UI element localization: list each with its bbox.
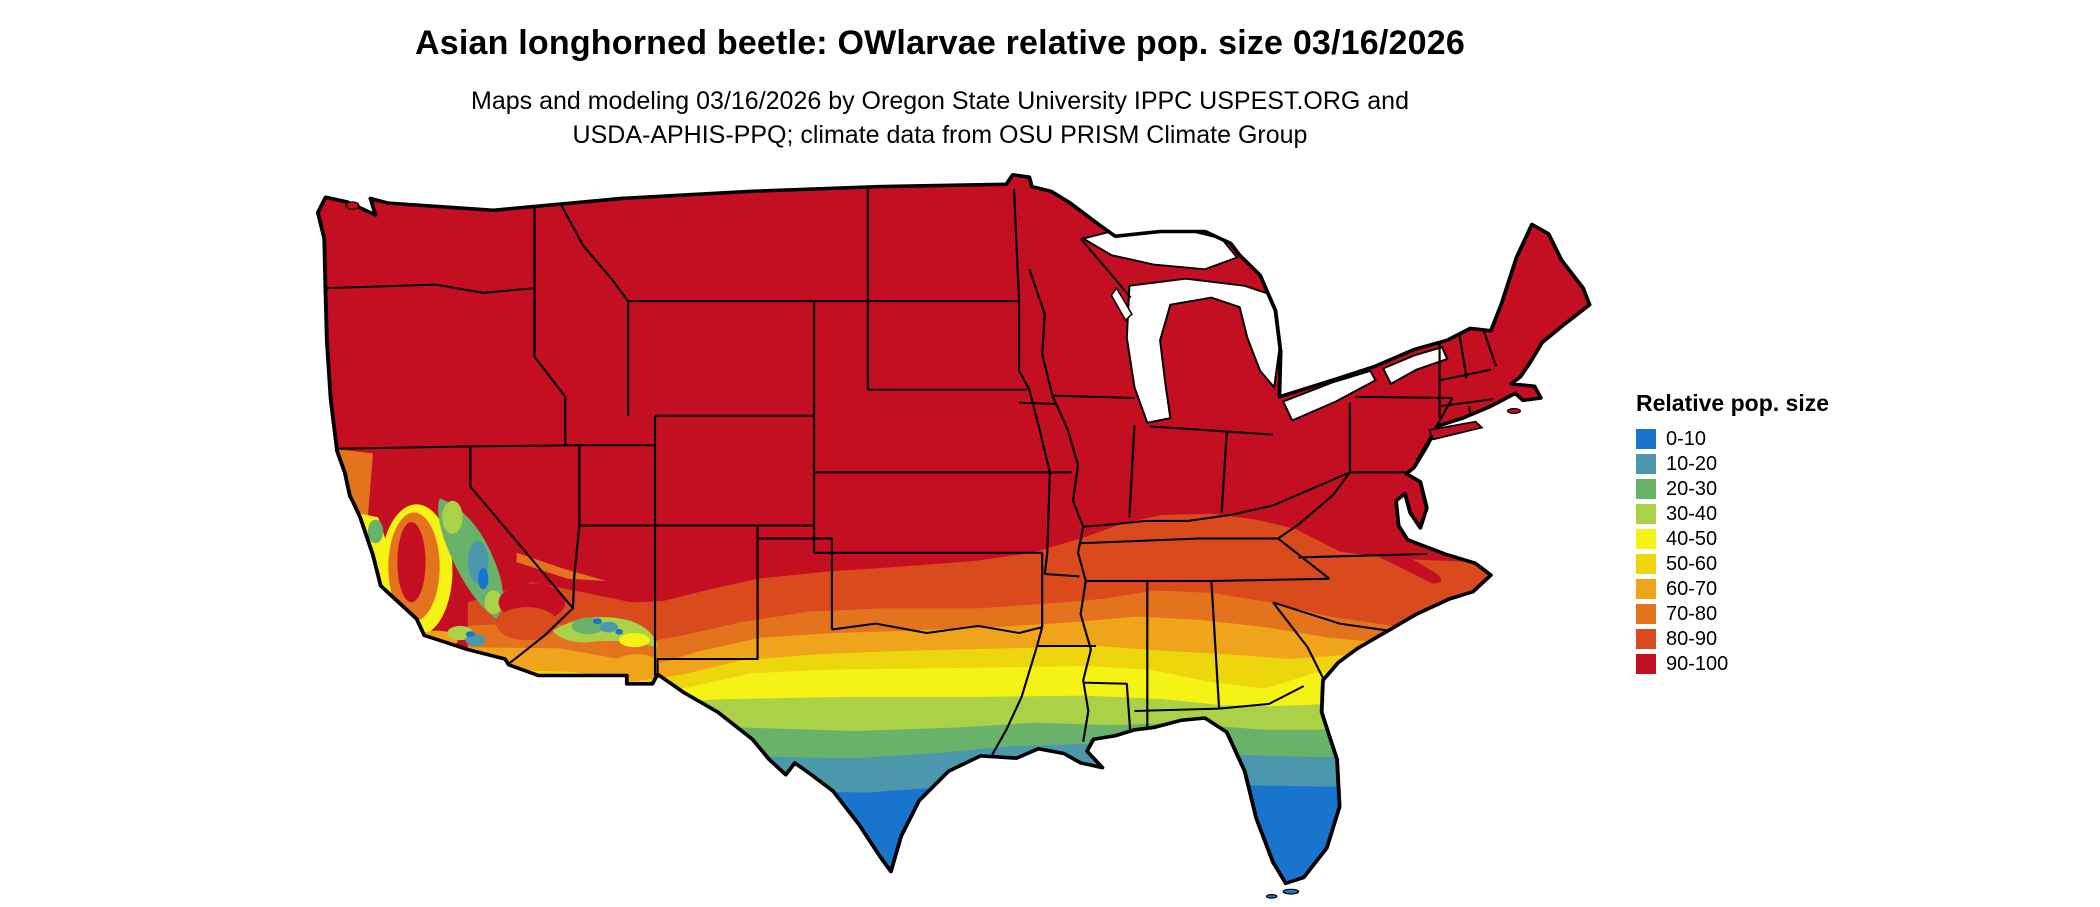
state-borders xyxy=(324,188,1498,756)
legend-item: 80-90 xyxy=(1636,629,1829,649)
us-outline xyxy=(315,173,1592,886)
legend-swatch xyxy=(1636,479,1656,499)
lake-ontario xyxy=(1381,346,1449,386)
legend-title: Relative pop. size xyxy=(1636,390,1830,416)
legend: Relative pop. size 0-10 10-20 20-30 30-4… xyxy=(1636,390,1829,679)
zone-0-10 xyxy=(467,777,1590,884)
legend-label: 50-60 xyxy=(1666,553,1718,575)
legend-swatch xyxy=(1636,629,1656,649)
socal-green-patch xyxy=(417,649,436,659)
legend-item: 90-100 xyxy=(1636,654,1829,674)
legend-swatch xyxy=(1636,654,1656,674)
legend-swatch xyxy=(1636,529,1656,549)
legend-item: 70-80 xyxy=(1636,604,1829,624)
central-valley-red-core xyxy=(397,522,426,603)
sierra-ygreen-fleck xyxy=(442,500,463,534)
legend-swatch xyxy=(1636,554,1656,574)
legend-item: 40-50 xyxy=(1636,529,1829,549)
arizona-rim-teal-patch xyxy=(599,621,618,633)
green-bay xyxy=(1110,286,1133,322)
legend-label: 90-100 xyxy=(1666,653,1729,675)
southeast-arizona-orange-patch xyxy=(613,654,661,674)
legend-swatch xyxy=(1636,429,1656,449)
arizona-rim-yellow-patch xyxy=(619,633,650,648)
long-island xyxy=(1428,420,1484,441)
legend-label: 20-30 xyxy=(1666,478,1718,500)
page-title: Asian longhorned beetle: OWlarvae relati… xyxy=(415,24,1465,62)
california-north-coast-patch xyxy=(330,448,373,518)
nantucket-island xyxy=(1506,408,1522,414)
legend-label: 30-40 xyxy=(1666,503,1718,525)
appalachian-red-streak xyxy=(1321,519,1442,584)
legend-swatch xyxy=(1636,579,1656,599)
legend-item: 30-40 xyxy=(1636,504,1829,524)
arizona-rim-blue-fleck xyxy=(592,618,602,625)
sierra-ygreen-fleck xyxy=(484,590,503,615)
zone-10-20 xyxy=(467,744,1590,884)
california-coast-green-fleck xyxy=(367,519,384,544)
subtitle-line-2: USDA-APHIS-PPQ; climate data from OSU PR… xyxy=(572,121,1308,149)
legend-label: 10-20 xyxy=(1666,453,1718,475)
florida-keys xyxy=(1265,894,1278,899)
subtitle-line-1: Maps and modeling 03/16/2026 by Oregon S… xyxy=(471,87,1409,115)
legend-label: 0-10 xyxy=(1666,428,1707,450)
legend-label: 40-50 xyxy=(1666,528,1718,550)
legend-swatch xyxy=(1636,454,1656,474)
socal-blue-fleck xyxy=(465,631,475,638)
legend-item: 10-20 xyxy=(1636,454,1829,474)
legend-item: 20-30 xyxy=(1636,479,1829,499)
socal-teal-patch xyxy=(465,634,486,647)
legend-swatch xyxy=(1636,504,1656,524)
puget-sound-island xyxy=(345,201,360,210)
sonoran-red-patch xyxy=(496,607,558,641)
sierra-blue-fleck xyxy=(478,568,489,590)
carolina-coastal-yellow-patch xyxy=(1497,597,1521,608)
legend-swatch xyxy=(1636,604,1656,624)
us-map xyxy=(315,173,1592,899)
grand-canyon-orange-streak xyxy=(516,552,607,582)
lake-erie xyxy=(1281,369,1377,422)
legend-item: 0-10 xyxy=(1636,429,1829,449)
legend-item: 50-60 xyxy=(1636,554,1829,574)
legend-label: 60-70 xyxy=(1666,578,1718,600)
carolina-coastal-orange-patch xyxy=(1457,597,1484,608)
legend-label: 70-80 xyxy=(1666,603,1718,625)
socal-ygreen-patch xyxy=(447,625,473,641)
arizona-rim-blue-fleck xyxy=(615,628,623,635)
legend-label: 80-90 xyxy=(1666,628,1718,650)
legend-item: 60-70 xyxy=(1636,579,1829,599)
page-subtitle: Maps and modeling 03/16/2026 by Oregon S… xyxy=(0,84,1880,152)
